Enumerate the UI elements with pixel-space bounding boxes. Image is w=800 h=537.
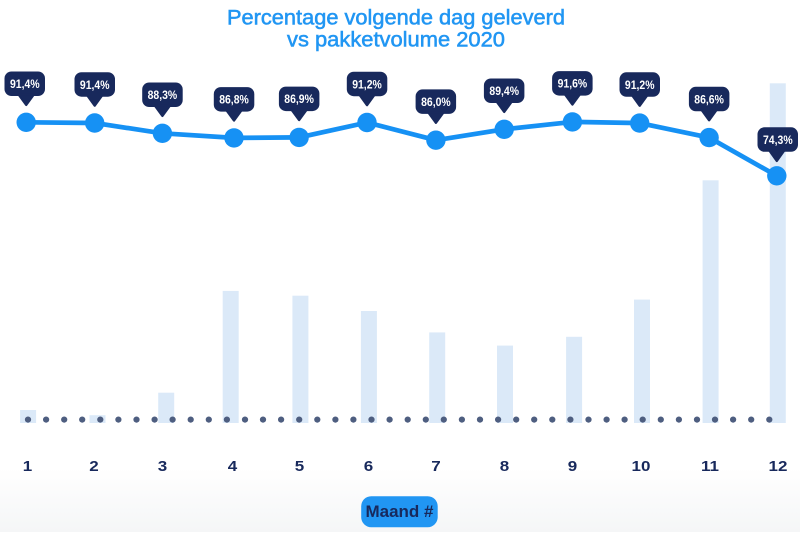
svg-text:91,2%: 91,2% (352, 79, 382, 91)
svg-text:88,3%: 88,3% (148, 90, 178, 102)
svg-text:86,0%: 86,0% (421, 97, 451, 109)
svg-text:1: 1 (23, 458, 32, 475)
svg-text:91,6%: 91,6% (558, 79, 588, 91)
svg-text:9: 9 (568, 458, 577, 475)
svg-text:86,8%: 86,8% (219, 95, 249, 107)
svg-text:74,3%: 74,3% (763, 135, 793, 147)
svg-text:91,2%: 91,2% (625, 80, 655, 92)
svg-text:4: 4 (228, 458, 237, 475)
svg-text:12: 12 (769, 458, 788, 475)
svg-text:89,4%: 89,4% (489, 86, 519, 98)
svg-text:3: 3 (158, 458, 167, 475)
svg-text:10: 10 (632, 458, 651, 475)
svg-text:5: 5 (295, 458, 304, 475)
svg-text:6: 6 (364, 458, 373, 475)
svg-text:86,6%: 86,6% (694, 94, 724, 106)
svg-text:11: 11 (701, 458, 719, 475)
svg-text:Percentage volgende dag geleve: Percentage volgende dag geleverd (227, 6, 565, 30)
svg-text:7: 7 (431, 458, 440, 475)
svg-text:Maand #: Maand # (366, 502, 434, 521)
svg-text:vs pakketvolume 2020: vs pakketvolume 2020 (287, 28, 505, 52)
svg-text:8: 8 (500, 458, 509, 475)
svg-text:2: 2 (89, 458, 98, 475)
svg-text:91,4%: 91,4% (80, 80, 110, 92)
svg-text:86,9%: 86,9% (284, 94, 314, 106)
svg-text:91,4%: 91,4% (10, 79, 40, 91)
